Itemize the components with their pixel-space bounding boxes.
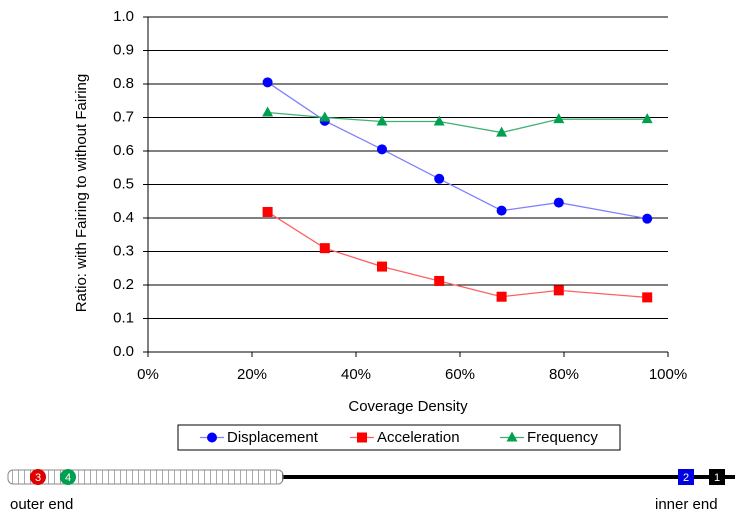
position-label: 4 (65, 472, 71, 484)
legend-label: Displacement (227, 429, 319, 446)
y-tick-label: 0.2 (113, 276, 134, 293)
y-tick-label: 0.6 (113, 142, 134, 159)
marker (433, 115, 445, 126)
position-marker (60, 469, 76, 485)
marker (319, 111, 331, 122)
position-marker (709, 469, 725, 485)
outer-label: outer end (10, 496, 73, 513)
x-tick-label: 0% (137, 366, 159, 383)
legend-box (177, 424, 621, 451)
y-tick-label: 0.5 (113, 175, 134, 192)
marker (496, 126, 508, 137)
position-marker (678, 469, 694, 485)
y-axis-title: Ratio: with Fairing to without Fairing (73, 74, 90, 312)
x-axis-title: Coverage Density (348, 398, 468, 415)
marker (357, 432, 367, 443)
marker (262, 106, 274, 117)
marker (207, 432, 217, 443)
series-line (267, 81, 648, 220)
y-tick-label: 0.1 (113, 309, 134, 326)
marker (553, 197, 564, 208)
marker (496, 291, 507, 302)
legend-label: Acceleration (377, 429, 460, 446)
marker (319, 243, 330, 254)
position-marker (30, 469, 46, 485)
marker (553, 113, 565, 124)
fairing (7, 469, 284, 485)
marker (642, 213, 653, 224)
y-tick-label: 1.0 (113, 8, 134, 25)
x-tick-label: 60% (445, 366, 475, 383)
legend-label: Frequency (527, 429, 598, 446)
y-tick-label: 0.0 (113, 343, 134, 360)
marker (262, 77, 273, 88)
y-tick-label: 0.7 (113, 108, 134, 125)
marker (642, 292, 653, 303)
y-tick-label: 0.4 (113, 209, 134, 226)
marker (506, 431, 518, 442)
marker (641, 113, 653, 124)
marker (262, 206, 273, 217)
x-tick-label: 40% (341, 366, 371, 383)
position-label: 2 (683, 472, 689, 484)
y-tick-label: 0.9 (113, 41, 134, 58)
marker (434, 275, 445, 286)
inner-label: inner end (655, 496, 718, 513)
position-label: 3 (35, 472, 41, 484)
marker (376, 115, 388, 126)
y-tick-label: 0.8 (113, 75, 134, 92)
marker (377, 261, 387, 272)
x-tick-label: 20% (237, 366, 267, 383)
position-label: 1 (714, 472, 720, 484)
marker (553, 285, 564, 296)
marker (434, 173, 445, 184)
y-tick-label: 0.3 (113, 242, 134, 259)
x-tick-label: 100% (649, 366, 687, 383)
marker (496, 205, 507, 216)
x-tick-label: 80% (549, 366, 579, 383)
marker (377, 144, 387, 155)
rod-diagram (7, 469, 735, 485)
